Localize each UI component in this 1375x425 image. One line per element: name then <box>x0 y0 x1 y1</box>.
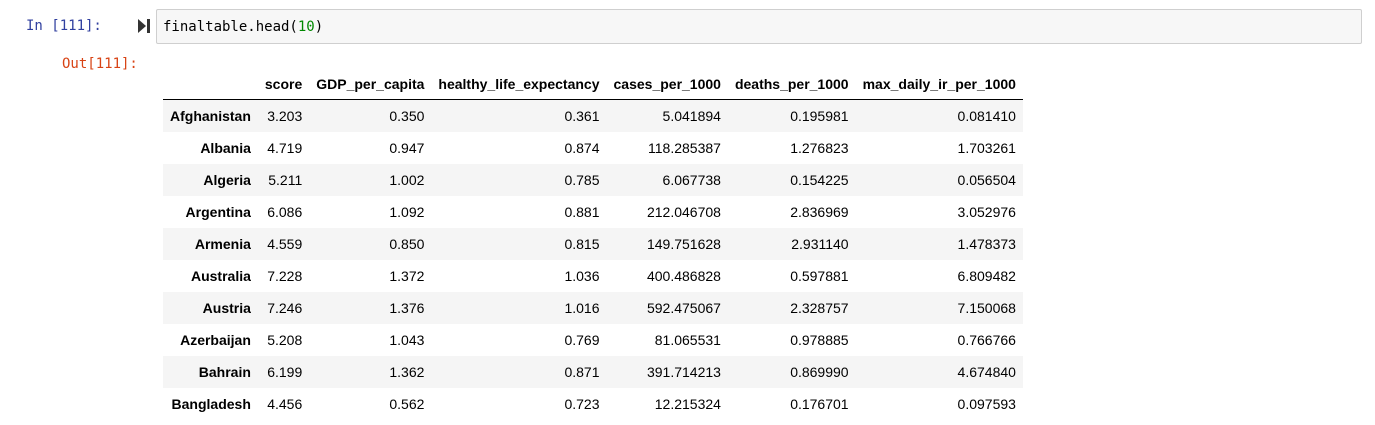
table-header: score GDP_per_capita healthy_life_expect… <box>163 68 1023 100</box>
table-cell: 1.703261 <box>957 140 1016 156</box>
table-cell: 1.036 <box>564 268 600 284</box>
table-cell: 4.674840 <box>957 364 1016 380</box>
table-cell: 1.092 <box>389 204 425 220</box>
table-cell: 2.836969 <box>790 204 849 220</box>
index-header <box>163 68 258 100</box>
table-cell: 1.002 <box>389 172 425 188</box>
row-index: Afghanistan <box>170 108 251 124</box>
table-cell: 0.874 <box>564 140 600 156</box>
table-cell: 12.215324 <box>654 396 721 412</box>
code-cell-editor[interactable]: finaltable.head(10) <box>156 9 1362 44</box>
table-cell: 1.372 <box>389 268 425 284</box>
table-cell: 592.475067 <box>646 300 721 316</box>
table-cell: 6.086 <box>267 204 303 220</box>
table-cell: 4.456 <box>267 396 303 412</box>
input-prompt: In [111]: <box>26 18 102 34</box>
table-cell: 7.228 <box>267 268 303 284</box>
table-cell: 0.869990 <box>790 364 849 380</box>
table-row: Bahrain 6.199 1.362 0.871 391.714213 0.8… <box>163 356 1023 388</box>
code-text: finaltable.head( <box>163 19 298 35</box>
table-cell: 4.719 <box>267 140 303 156</box>
table-cell: 81.065531 <box>654 332 721 348</box>
table-cell: 0.871 <box>564 364 600 380</box>
dataframe-table: score GDP_per_capita healthy_life_expect… <box>163 68 1023 420</box>
column-header-deaths-per-1000: deaths_per_1000 <box>727 68 856 100</box>
table-cell: 0.723 <box>564 396 600 412</box>
row-index: Azerbaijan <box>180 332 251 348</box>
row-index: Armenia <box>194 236 251 252</box>
table-cell: 0.815 <box>564 236 600 252</box>
table-row: Bangladesh 4.456 0.562 0.723 12.215324 0… <box>163 388 1023 420</box>
table-cell: 6.199 <box>267 364 303 380</box>
table-cell: 1.376 <box>389 300 425 316</box>
table-cell: 3.052976 <box>957 204 1016 220</box>
table-row: Armenia 4.559 0.850 0.815 149.751628 2.9… <box>163 228 1023 260</box>
table-cell: 1.043 <box>389 332 425 348</box>
code-number-literal: 10 <box>297 19 315 35</box>
table-cell: 0.097593 <box>957 396 1016 412</box>
table-cell: 0.947 <box>389 140 425 156</box>
table-cell: 2.328757 <box>790 300 849 316</box>
table-cell: 7.246 <box>267 300 303 316</box>
table-cell: 149.751628 <box>646 236 721 252</box>
row-index: Albania <box>200 140 251 156</box>
table-row: Afghanistan 3.203 0.350 0.361 5.041894 0… <box>163 99 1023 132</box>
table-cell: 0.195981 <box>790 108 849 124</box>
table-row: Albania 4.719 0.947 0.874 118.285387 1.2… <box>163 132 1023 164</box>
table-cell: 0.881 <box>564 204 600 220</box>
table-cell: 400.486828 <box>646 268 721 284</box>
table-cell: 0.769 <box>564 332 600 348</box>
table-cell: 0.350 <box>389 108 425 124</box>
row-index: Algeria <box>203 172 251 188</box>
row-index: Argentina <box>185 204 251 220</box>
table-row: Australia 7.228 1.372 1.036 400.486828 0… <box>163 260 1023 292</box>
row-index: Australia <box>190 268 251 284</box>
table-cell: 0.978885 <box>790 332 849 348</box>
table-cell: 0.850 <box>389 236 425 252</box>
table-cell: 5.208 <box>267 332 303 348</box>
table-cell: 7.150068 <box>957 300 1016 316</box>
header-row: score GDP_per_capita healthy_life_expect… <box>163 68 1023 100</box>
table-row: Austria 7.246 1.376 1.016 592.475067 2.3… <box>163 292 1023 324</box>
table-cell: 3.203 <box>267 108 303 124</box>
table-cell: 5.211 <box>268 172 303 188</box>
table-cell: 2.931140 <box>791 236 849 252</box>
table-cell: 0.081410 <box>957 108 1016 124</box>
table-cell: 0.766766 <box>957 332 1016 348</box>
table-cell: 6.809482 <box>957 268 1016 284</box>
table-row: Algeria 5.211 1.002 0.785 6.067738 0.154… <box>163 164 1023 196</box>
table-cell: 1.478373 <box>957 236 1016 252</box>
table-cell: 0.785 <box>564 172 600 188</box>
column-header-healthy-life-expectancy: healthy_life_expectancy <box>431 68 607 100</box>
column-header-cases-per-1000: cases_per_1000 <box>606 68 728 100</box>
table-cell: 0.154225 <box>790 172 849 188</box>
table-cell: 4.559 <box>267 236 303 252</box>
table-cell: 1.276823 <box>790 140 849 156</box>
table-cell: 0.361 <box>564 108 600 124</box>
row-index: Bahrain <box>198 364 251 380</box>
table-body: Afghanistan 3.203 0.350 0.361 5.041894 0… <box>163 99 1023 421</box>
table-cell: 0.597881 <box>790 268 849 284</box>
row-index: Bangladesh <box>171 396 251 412</box>
table-cell: 1.016 <box>564 300 600 316</box>
column-header-gdp-per-capita: GDP_per_capita <box>309 68 432 100</box>
table-cell: 1.362 <box>389 364 425 380</box>
code-text-closing: ) <box>314 19 324 35</box>
table-cell: 212.046708 <box>646 204 721 220</box>
output-prompt: Out[111]: <box>62 56 138 72</box>
table-cell: 0.562 <box>389 396 425 412</box>
table-cell: 118.285387 <box>648 140 721 156</box>
row-index: Austria <box>202 300 251 316</box>
run-cell-icon[interactable] <box>137 17 151 35</box>
table-row: Argentina 6.086 1.092 0.881 212.046708 2… <box>163 196 1023 228</box>
table-cell: 0.176701 <box>790 396 849 412</box>
table-cell: 6.067738 <box>662 172 721 188</box>
table-cell: 0.056504 <box>957 172 1016 188</box>
table-cell: 5.041894 <box>662 108 721 124</box>
table-row: Azerbaijan 5.208 1.043 0.769 81.065531 0… <box>163 324 1023 356</box>
table-cell: 391.714213 <box>646 364 721 380</box>
column-header-score: score <box>257 68 310 100</box>
column-header-max-daily-ir-per-1000: max_daily_ir_per_1000 <box>855 68 1023 100</box>
